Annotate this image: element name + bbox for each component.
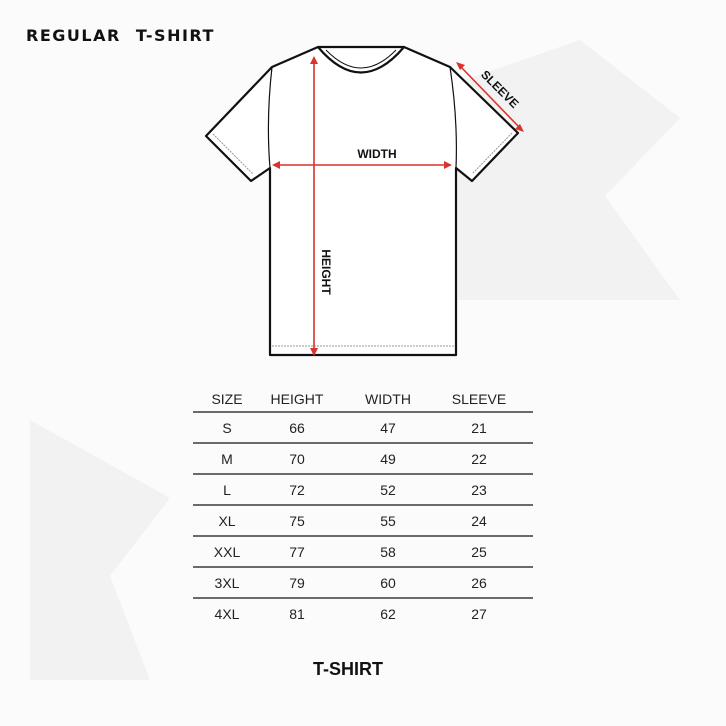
size-chart-table: SIZE HEIGHT WIDTH SLEEVE S 66 47 21 M 70 49 22 L… bbox=[193, 386, 533, 628]
cell-width: 62 bbox=[380, 605, 396, 622]
cell-width: 47 bbox=[380, 419, 396, 436]
cell-sleeve: 22 bbox=[471, 450, 487, 467]
cell-sleeve: 24 bbox=[471, 512, 487, 529]
height-label: HEIGHT bbox=[319, 249, 333, 295]
cell-sleeve: 23 bbox=[471, 481, 487, 498]
tshirt-diagram: WIDTH HEIGHT SLEEVE bbox=[204, 45, 524, 357]
page-title: REGULAR T-SHIRT bbox=[26, 26, 215, 45]
header-width: WIDTH bbox=[365, 390, 411, 407]
cell-size: S bbox=[222, 419, 232, 436]
cell-size: 4XL bbox=[214, 605, 240, 622]
width-label: WIDTH bbox=[357, 147, 396, 161]
table-header: SIZE HEIGHT WIDTH SLEEVE bbox=[193, 386, 533, 413]
table-row: 3XL 79 60 26 bbox=[193, 568, 533, 599]
table-row: XXL 77 58 25 bbox=[193, 537, 533, 568]
cell-width: 58 bbox=[380, 543, 396, 560]
cell-size: XXL bbox=[213, 543, 241, 560]
sleeve-arrow bbox=[460, 66, 520, 128]
cell-sleeve: 27 bbox=[471, 605, 487, 622]
table-row: M 70 49 22 bbox=[193, 444, 533, 475]
collar bbox=[317, 46, 405, 74]
cell-height: 79 bbox=[289, 574, 305, 591]
cell-size: XL bbox=[218, 512, 236, 529]
cell-width: 60 bbox=[380, 574, 396, 591]
header-sleeve: SLEEVE bbox=[451, 390, 507, 407]
cell-height: 77 bbox=[289, 543, 305, 560]
cell-width: 49 bbox=[380, 450, 396, 467]
cell-sleeve: 25 bbox=[471, 543, 487, 560]
header-size: SIZE bbox=[211, 390, 243, 407]
cell-height: 66 bbox=[289, 419, 305, 436]
table-row: XL 75 55 24 bbox=[193, 506, 533, 537]
footer-label: T-SHIRT bbox=[313, 659, 383, 679]
table-row: L 72 52 23 bbox=[193, 475, 533, 506]
cell-height: 70 bbox=[289, 450, 305, 467]
cell-sleeve: 26 bbox=[471, 574, 487, 591]
cell-sleeve: 21 bbox=[471, 419, 487, 436]
cell-height: 75 bbox=[289, 512, 305, 529]
cell-size: L bbox=[223, 481, 231, 498]
header-height: HEIGHT bbox=[270, 390, 324, 407]
cell-height: 72 bbox=[289, 481, 305, 498]
cell-size: 3XL bbox=[214, 574, 240, 591]
shirt-outline bbox=[204, 45, 520, 357]
cell-width: 52 bbox=[380, 481, 396, 498]
table-row: 4XL 81 62 27 bbox=[193, 599, 533, 628]
cell-size: M bbox=[221, 450, 233, 467]
cell-width: 55 bbox=[380, 512, 396, 529]
cell-height: 81 bbox=[289, 605, 305, 622]
table-row: S 66 47 21 bbox=[193, 413, 533, 444]
